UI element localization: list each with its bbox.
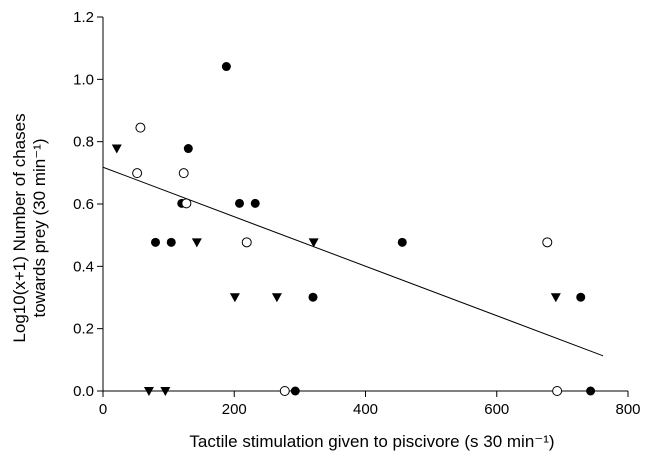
y-axis-title: Log10(x+1) Number of chases towards prey… (10, 113, 49, 342)
x-tick-label: 600 (484, 401, 509, 418)
filled-circle-point (151, 237, 160, 247)
y-tick-label: 0.8 (73, 134, 94, 151)
axis-ticks: 0 200 400 600 800 0.0 0.2 0.4 0.6 0.8 1.0 1.2 (73, 9, 640, 418)
filled-circle-point (397, 237, 407, 247)
data-points (111, 62, 596, 396)
open-circle-point (132, 168, 143, 179)
open-circle-point (181, 198, 192, 209)
x-tick-label: 400 (353, 401, 378, 418)
filled-circle-point (576, 292, 586, 302)
open-circle-point (279, 386, 290, 396)
filled-circle-point (250, 198, 260, 208)
filled-circle-point (221, 62, 231, 72)
triangle-point (191, 238, 202, 248)
open-circle-point (552, 386, 563, 396)
y-axis-title-line1: Log10(x+1) Number of chases (10, 113, 29, 342)
open-circle-point (178, 168, 189, 179)
filled-circle-point (166, 237, 176, 247)
filled-circle-point (308, 292, 318, 302)
y-tick-label: 0.2 (73, 321, 94, 338)
y-tick-label: 0.4 (73, 258, 94, 275)
x-tick-label: 0 (99, 401, 107, 418)
open-circle-point (135, 122, 146, 133)
y-tick-label: 0.6 (73, 196, 94, 213)
triangle-point (160, 387, 171, 396)
filled-circle-point (290, 386, 300, 396)
triangle-point (271, 293, 282, 303)
filled-circle-point (183, 144, 193, 154)
y-tick-label: 1.2 (73, 9, 94, 26)
open-circle-point (241, 237, 252, 248)
x-tick-label: 200 (222, 401, 247, 418)
plot-area: 0 200 400 600 800 0.0 0.2 0.4 0.6 0.8 1.0 1.2 (73, 9, 640, 418)
x-tick-label: 800 (615, 401, 640, 418)
triangle-point (143, 387, 154, 396)
regression-line (102, 166, 604, 357)
filled-circle-point (586, 386, 596, 396)
triangle-point (229, 293, 240, 303)
x-axis-title: Tactile stimulation given to piscivore (… (189, 432, 554, 451)
y-tick-label: 1.0 (73, 71, 94, 88)
triangle-point (550, 293, 561, 303)
y-tick-label: 0.0 (73, 383, 94, 400)
y-axis-title-line2: towards prey (30 min⁻¹) (30, 138, 49, 317)
triangle-point (308, 238, 319, 248)
open-circle-point (542, 237, 553, 248)
triangle-point (111, 144, 122, 154)
filled-circle-point (235, 198, 244, 208)
